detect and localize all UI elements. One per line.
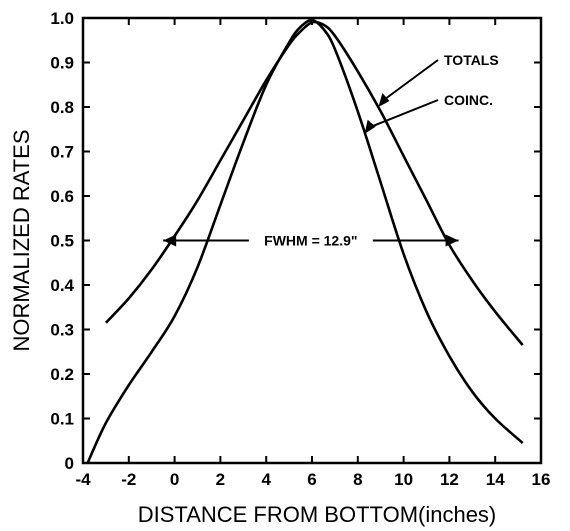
x-tick-label: 14 (486, 470, 505, 489)
annotations (163, 59, 459, 247)
series-group (86, 18, 524, 464)
series-line-totals (104, 20, 524, 346)
fwhm-label: FWHM = 12.9" (264, 233, 357, 249)
x-tick-label: -4 (75, 470, 91, 489)
x-tick-label: 4 (261, 470, 271, 489)
series-line-coinc (86, 18, 524, 464)
totals-pointer-arrowhead (378, 93, 390, 107)
coinc-pointer-line (368, 99, 439, 129)
totals-pointer-line (381, 59, 439, 102)
y-tick-label: 0.9 (50, 54, 74, 73)
y-tick-label: 0 (65, 454, 74, 473)
fwhm-arrowhead-right (445, 234, 459, 247)
plot-frame (81, 16, 543, 465)
x-tick-label: 16 (532, 470, 551, 489)
y-tick-label: 0.6 (50, 187, 74, 206)
legend-label-coinc: COINC. (444, 92, 493, 108)
y-tick-label: 0.1 (50, 410, 74, 429)
fwhm-arrowhead-left (163, 234, 177, 247)
x-tick-label: 2 (216, 470, 225, 489)
y-axis-label: NORMALIZED RATES (9, 129, 34, 351)
y-tick-label: 0.2 (50, 365, 74, 384)
x-axis-label: DISTANCE FROM BOTTOM(inches) (138, 502, 497, 527)
coinc-pointer-arrowhead (364, 119, 376, 134)
y-tick-label: 0.7 (50, 143, 74, 162)
y-tick-label: 0.8 (50, 98, 74, 117)
x-tick-label: 10 (394, 470, 413, 489)
x-tick-label: 0 (170, 470, 179, 489)
x-tick-label: 12 (440, 470, 459, 489)
y-tick-label: 0.5 (50, 232, 74, 251)
y-tick-label: 0.4 (50, 276, 74, 295)
x-tick-label: -2 (121, 470, 136, 489)
legend-label-totals: TOTALS (444, 52, 499, 68)
x-tick-label: 8 (353, 470, 362, 489)
tick-labels: -4 -2 0 2 4 6 8 10 12 14 16 0 0.1 0.2 0.3 0.4 0.5 0.6 0.7 0… (50, 9, 550, 489)
y-tick-label: 0.3 (50, 321, 74, 340)
y-tick-label: 1.0 (50, 9, 74, 28)
x-tick-label: 6 (307, 470, 316, 489)
